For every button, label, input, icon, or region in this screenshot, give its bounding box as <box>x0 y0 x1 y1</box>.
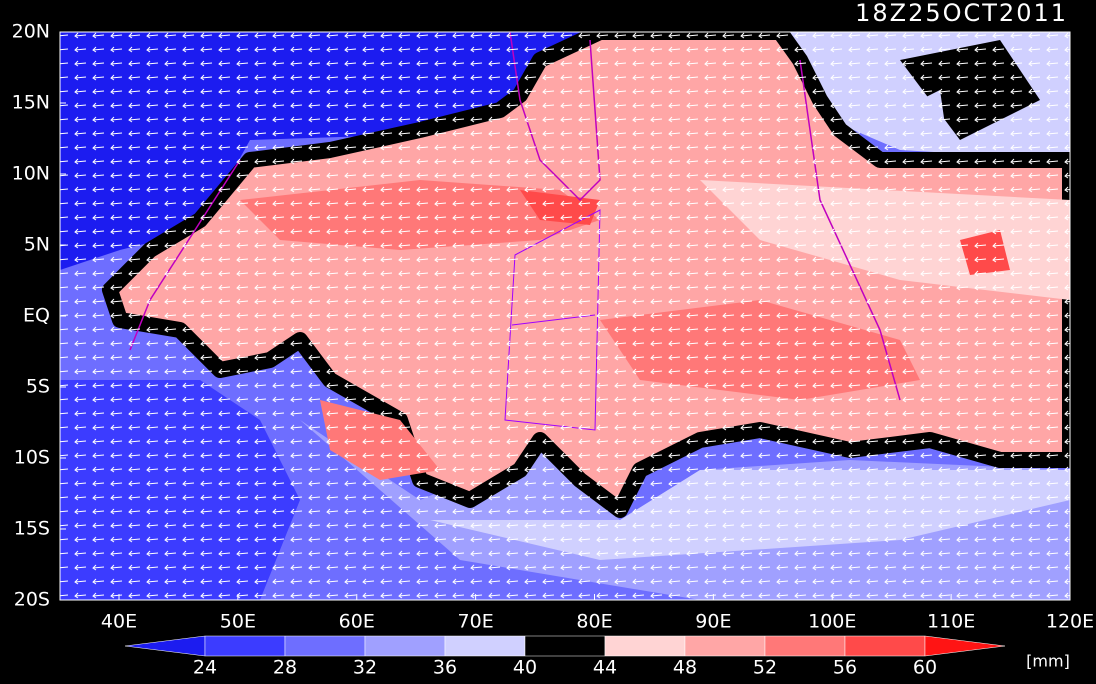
lat-label: 20N <box>12 21 50 43</box>
colorbar-label: 24 <box>193 657 217 679</box>
colorbar-segment <box>204 635 286 657</box>
colorbar: 24 28 32 36 40 44 48 52 56 60 <box>124 635 1006 679</box>
colorbar-label: 52 <box>753 657 777 679</box>
colorbar-segment <box>604 635 686 657</box>
lon-label: 120E <box>1046 611 1094 633</box>
colorbar-segment <box>764 635 846 657</box>
map-title: 18Z25OCT2011 <box>855 0 1068 27</box>
colorbar-segment <box>124 635 206 657</box>
lon-label: 90E <box>695 611 731 633</box>
lat-label: 10N <box>12 163 50 185</box>
colorbar-label: 44 <box>593 657 617 679</box>
lat-label: 15N <box>12 92 50 114</box>
colorbar-segment <box>924 635 1006 657</box>
colorbar-segment <box>284 635 366 657</box>
colorbar-segment <box>444 635 526 657</box>
colorbar-label: 56 <box>833 657 857 679</box>
colorbar-label: 48 <box>673 657 697 679</box>
lon-label: 110E <box>927 611 975 633</box>
lon-label: 60E <box>339 611 375 633</box>
lat-label: 10S <box>14 447 50 469</box>
lon-label: 50E <box>220 611 256 633</box>
colorbar-label: 32 <box>353 657 377 679</box>
axes: 20N 15N 10N 5N EQ 5S 10S 15S 20S 40E 50E 60E 70E 80E 9… <box>12 21 1095 633</box>
colorbar-unit: [mm] <box>1026 652 1070 671</box>
colorbar-label: 36 <box>433 657 457 679</box>
colorbar-segment <box>524 635 606 657</box>
lat-label: EQ <box>23 305 50 327</box>
colorbar-segment <box>844 635 926 657</box>
colorbar-label: 40 <box>513 657 537 679</box>
lat-label: 20S <box>14 589 50 611</box>
colorbar-segment <box>364 635 446 657</box>
map-field <box>60 32 1070 600</box>
lon-label: 40E <box>101 611 137 633</box>
lat-label: 15S <box>14 518 50 540</box>
lat-label: 5N <box>24 234 50 256</box>
lat-label: 5S <box>26 376 50 398</box>
lon-label: 80E <box>576 611 612 633</box>
lon-label: 100E <box>808 611 856 633</box>
colorbar-segment <box>684 635 766 657</box>
colorbar-label: 28 <box>273 657 297 679</box>
colorbar-label: 60 <box>913 657 937 679</box>
lon-label: 70E <box>458 611 494 633</box>
